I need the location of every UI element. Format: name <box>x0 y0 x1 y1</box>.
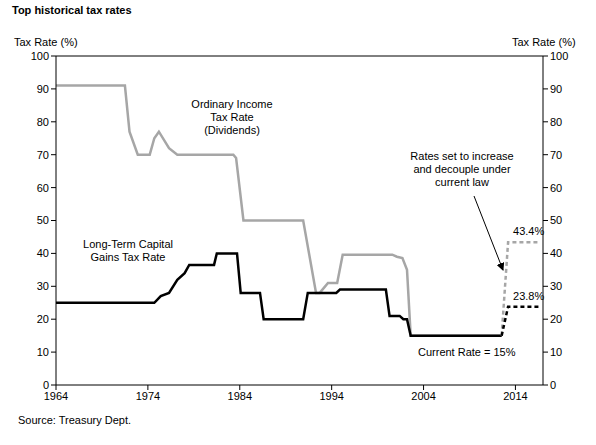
svg-text:2014: 2014 <box>503 390 527 402</box>
html-text:Source: Treasury Dept.: Source: Treasury Dept. <box>18 414 132 426</box>
svg-text:1974: 1974 <box>136 390 160 402</box>
html-text:Tax Rate (%): Tax Rate (%) <box>512 36 576 48</box>
svg-text:40: 40 <box>37 247 49 259</box>
svg-text:1964: 1964 <box>44 390 68 402</box>
svg-text:60: 60 <box>550 182 562 194</box>
html-text:Ordinary Income Tax Rate (Divi: Ordinary Income Tax Rate (Dividends) <box>191 98 273 136</box>
svg-text:0: 0 <box>43 379 49 391</box>
svg-text:100: 100 <box>550 50 568 62</box>
svg-text:10: 10 <box>550 346 562 358</box>
svg-text:40: 40 <box>550 247 562 259</box>
html-text:Current Rate = 15%: Current Rate = 15% <box>418 346 516 358</box>
svg-text:70: 70 <box>37 149 49 161</box>
svg-text:90: 90 <box>37 83 49 95</box>
svg-text:23.8%: 23.8% <box>513 290 544 302</box>
svg-text:2004: 2004 <box>411 390 435 402</box>
svg-text:1994: 1994 <box>319 390 343 402</box>
html-text:Rates set to increase and deco: Rates set to increase and decouple under… <box>410 150 514 188</box>
svg-text:50: 50 <box>37 214 49 226</box>
svg-text:30: 30 <box>550 280 562 292</box>
svg-text:10: 10 <box>37 346 49 358</box>
svg-text:43.4%: 43.4% <box>513 225 544 237</box>
svg-text:20: 20 <box>37 313 49 325</box>
svg-text:90: 90 <box>550 83 562 95</box>
svg-text:50: 50 <box>550 214 562 226</box>
html-text:Top historical tax rates: Top historical tax rates <box>12 4 132 16</box>
svg-text:30: 30 <box>37 280 49 292</box>
svg-text:60: 60 <box>37 182 49 194</box>
svg-text:100: 100 <box>31 50 49 62</box>
html-text:Tax Rate (%): Tax Rate (%) <box>14 36 78 48</box>
html-text:Long-Term Capital Gains Tax Ra: Long-Term Capital Gains Tax Rate <box>83 238 173 263</box>
svg-text:80: 80 <box>550 116 562 128</box>
svg-text:1984: 1984 <box>228 390 252 402</box>
svg-text:0: 0 <box>550 379 556 391</box>
svg-text:70: 70 <box>550 149 562 161</box>
svg-text:80: 80 <box>37 116 49 128</box>
svg-text:20: 20 <box>550 313 562 325</box>
